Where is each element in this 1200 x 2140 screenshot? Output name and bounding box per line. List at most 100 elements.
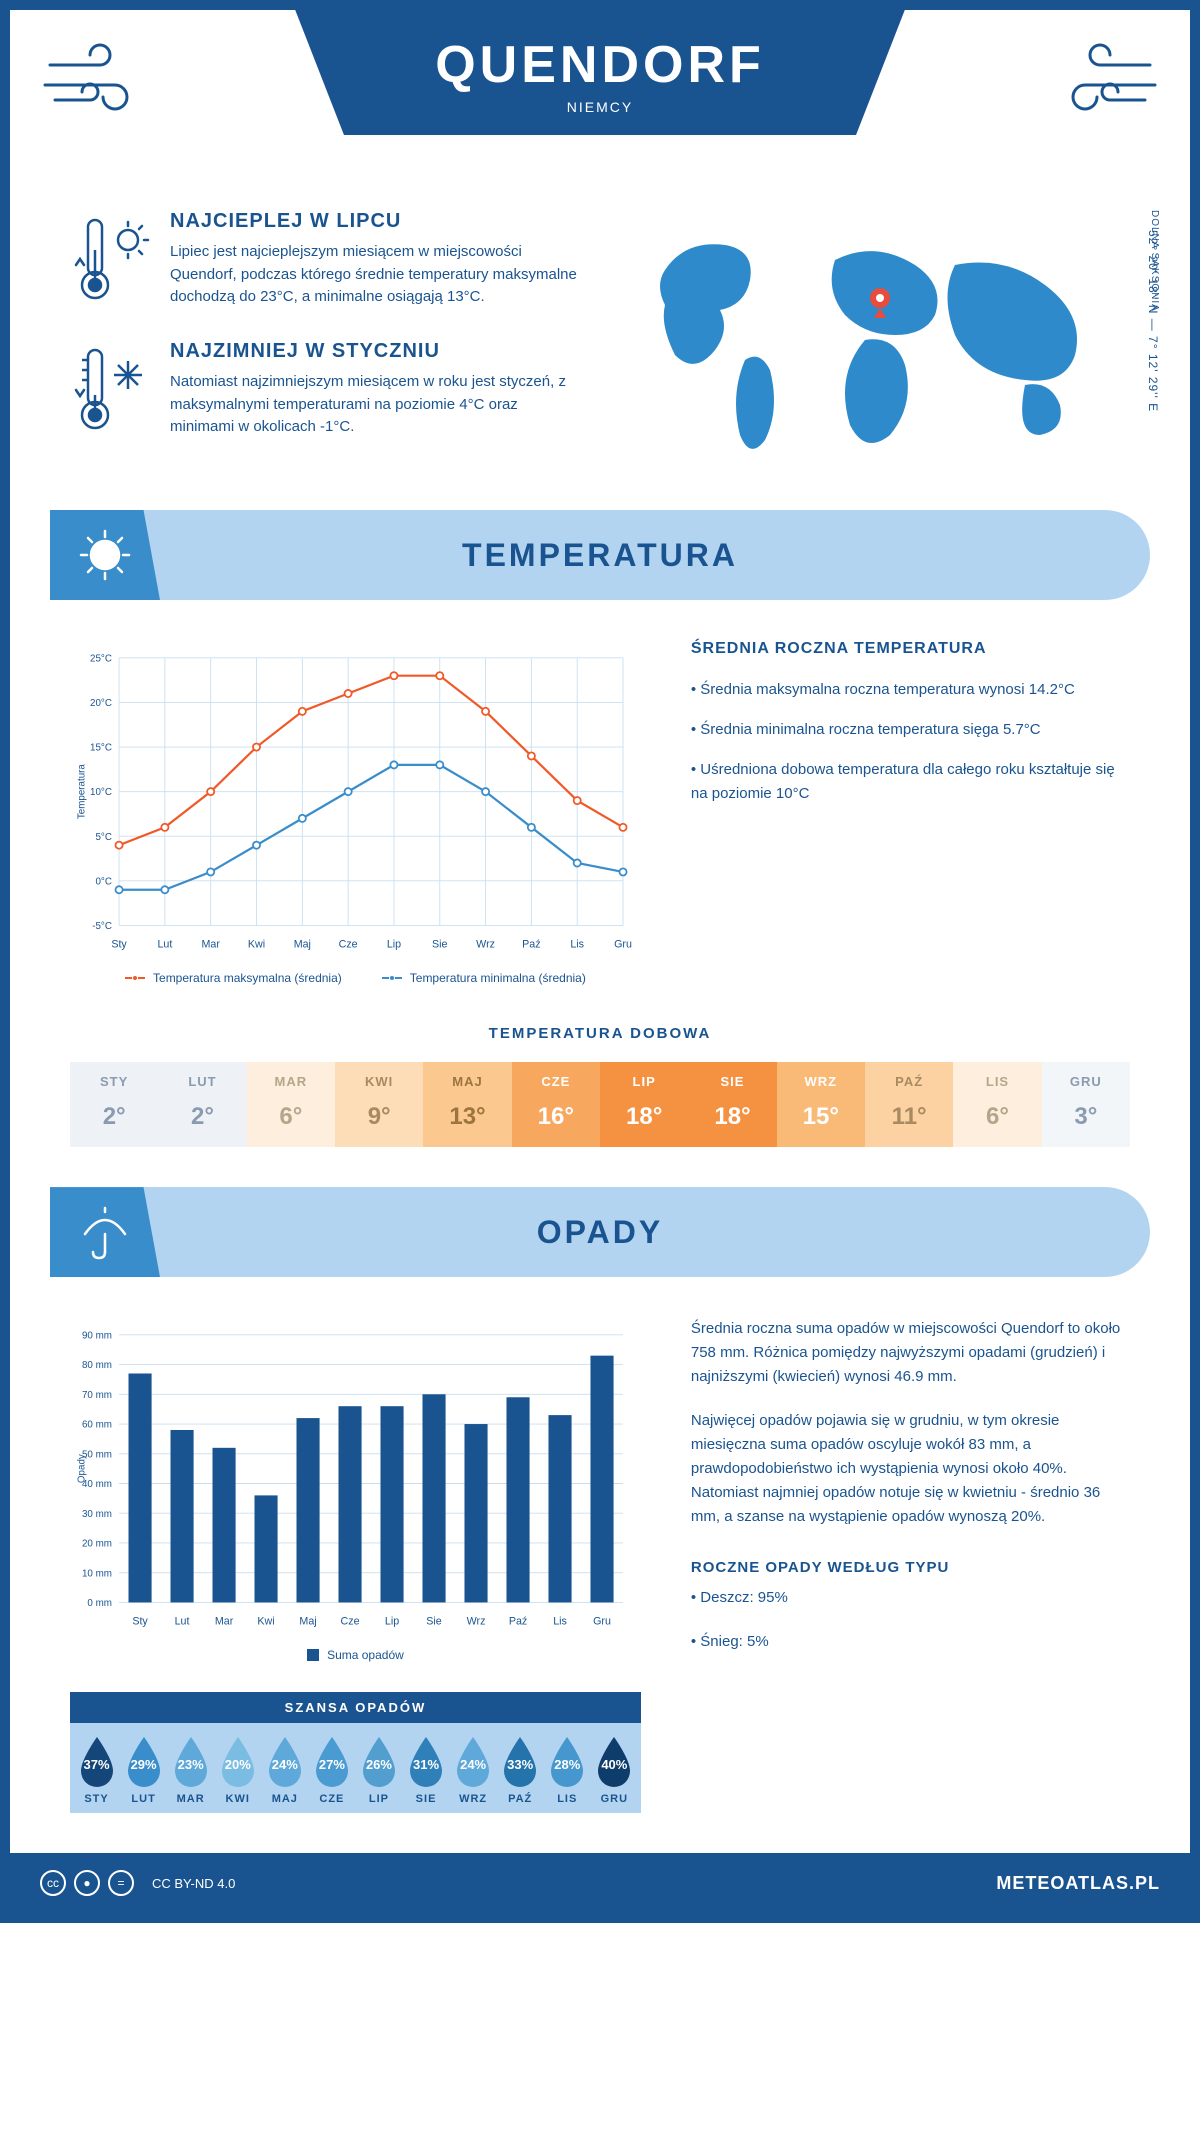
rain-drop-month: KWI	[215, 1793, 260, 1805]
rain-drop-cell: 26% LIP	[356, 1733, 401, 1805]
raindrop-icon: 29%	[122, 1733, 166, 1787]
raindrop-icon: 23%	[169, 1733, 213, 1787]
summary-point: • Średnia minimalna roczna temperatura s…	[691, 718, 1130, 742]
city-name: QUENDORF	[435, 35, 765, 95]
svg-text:Lut: Lut	[175, 1616, 190, 1628]
svg-text:Paź: Paź	[522, 939, 540, 951]
rain-drop-month: CZE	[309, 1793, 354, 1805]
raindrop-icon: 40%	[592, 1733, 636, 1787]
svg-text:5°C: 5°C	[95, 832, 111, 843]
precipitation-text-column: Średnia roczna suma opadów w miejscowośc…	[691, 1317, 1130, 1813]
temp-cell-month: MAJ	[423, 1074, 511, 1089]
temp-cell-value: 11°	[865, 1103, 953, 1131]
coldest-text: Natomiast najzimniejszym miesiącem w rok…	[170, 371, 580, 439]
rain-drop-cell: 28% LIS	[545, 1733, 590, 1805]
legend-max-label: Temperatura maksymalna (średnia)	[153, 971, 342, 985]
temp-cell-month: SIE	[688, 1074, 776, 1089]
coordinates-label: 52° 20' 18'' N — 7° 12' 29'' E	[1146, 230, 1160, 412]
warmest-text: Lipiec jest najcieplejszym miesiącem w m…	[170, 241, 580, 309]
svg-text:Opady: Opady	[76, 1454, 87, 1483]
rain-drop-cell: 40% GRU	[592, 1733, 637, 1805]
rain-drop-percent: 29%	[131, 1757, 157, 1772]
svg-text:Lip: Lip	[385, 1616, 399, 1628]
rain-drop-percent: 24%	[460, 1757, 486, 1772]
svg-text:Paź: Paź	[509, 1616, 527, 1628]
rain-drop-percent: 26%	[366, 1757, 392, 1772]
rain-drop-cell: 29% LUT	[121, 1733, 166, 1805]
svg-text:70 mm: 70 mm	[82, 1390, 112, 1401]
thermometer-snowflake-icon	[70, 340, 150, 440]
svg-text:Kwi: Kwi	[257, 1616, 274, 1628]
license-block: cc ● = CC BY-ND 4.0	[40, 1870, 235, 1896]
svg-text:15°C: 15°C	[90, 743, 112, 754]
rain-drop-percent: 27%	[319, 1757, 345, 1772]
map-column: DOLNA SAKSONIA 52° 20' 18'' N — 7° 12' 2…	[620, 210, 1130, 470]
temp-cell-value: 6°	[953, 1103, 1041, 1131]
rain-drop-percent: 33%	[507, 1757, 533, 1772]
temp-cell-value: 16°	[512, 1103, 600, 1131]
rain-drop-month: WRZ	[451, 1793, 496, 1805]
rain-drop-cell: 24% WRZ	[451, 1733, 496, 1805]
temp-cell-month: PAŹ	[865, 1074, 953, 1089]
rain-chance-title: SZANSA OPADÓW	[70, 1692, 641, 1723]
raindrop-icon: 33%	[498, 1733, 542, 1787]
svg-text:Sie: Sie	[432, 939, 448, 951]
svg-text:Sie: Sie	[426, 1616, 442, 1628]
raindrop-icon: 24%	[263, 1733, 307, 1787]
svg-text:Kwi: Kwi	[248, 939, 265, 951]
precip-type-item: • Deszcz: 95%	[691, 1586, 1130, 1610]
wind-icon	[40, 40, 160, 120]
raindrop-icon: 27%	[310, 1733, 354, 1787]
temp-cell: STY 2°	[70, 1062, 158, 1147]
warmest-title: NAJCIEPLEJ W LIPCU	[170, 210, 580, 233]
svg-text:Lis: Lis	[570, 939, 584, 951]
temp-cell: MAR 6°	[247, 1062, 335, 1147]
temp-cell-month: WRZ	[777, 1074, 865, 1089]
rain-drop-percent: 28%	[554, 1757, 580, 1772]
temperature-line-chart: -5°C0°C5°C10°C15°C20°C25°CStyLutMarKwiMa…	[70, 640, 641, 985]
wind-icon	[1040, 40, 1160, 120]
temperature-title: TEMPERATURA	[462, 537, 738, 574]
temp-cell: LIS 6°	[953, 1062, 1041, 1147]
raindrop-icon: 37%	[75, 1733, 119, 1787]
rain-chance-panel: SZANSA OPADÓW 37% STY 29% LUT 23% MAR 20…	[70, 1692, 641, 1813]
svg-text:25°C: 25°C	[90, 653, 112, 664]
raindrop-icon: 24%	[451, 1733, 495, 1787]
page-container: QUENDORF NIEMCY NAJCIEPLEJ W LIPCU Lipie…	[0, 0, 1200, 1923]
precip-text-1: Średnia roczna suma opadów w miejscowośc…	[691, 1317, 1130, 1389]
coldest-block: NAJZIMNIEJ W STYCZNIU Natomiast najzimni…	[70, 340, 580, 440]
warmest-block: NAJCIEPLEJ W LIPCU Lipiec jest najcieple…	[70, 210, 580, 310]
temp-cell-month: MAR	[247, 1074, 335, 1089]
temp-cell-month: KWI	[335, 1074, 423, 1089]
svg-text:Temperatura: Temperatura	[76, 764, 87, 820]
rain-drop-month: LIS	[545, 1793, 590, 1805]
svg-text:10 mm: 10 mm	[82, 1568, 112, 1579]
svg-text:10°C: 10°C	[90, 787, 112, 798]
temp-cell-month: LUT	[158, 1074, 246, 1089]
intro-section: NAJCIEPLEJ W LIPCU Lipiec jest najcieple…	[10, 190, 1190, 510]
svg-text:Lis: Lis	[553, 1616, 567, 1628]
temp-cell-value: 6°	[247, 1103, 335, 1131]
legend-min-label: Temperatura minimalna (średnia)	[410, 971, 586, 985]
rain-drop-month: STY	[74, 1793, 119, 1805]
temp-cell-value: 18°	[688, 1103, 776, 1131]
precipitation-bar-chart: 0 mm10 mm20 mm30 mm40 mm50 mm60 mm70 mm8…	[70, 1317, 641, 1638]
temp-cell-value: 9°	[335, 1103, 423, 1131]
precipitation-left-column: 0 mm10 mm20 mm30 mm40 mm50 mm60 mm70 mm8…	[70, 1317, 641, 1813]
precip-by-type-title: ROCZNE OPADY WEDŁUG TYPU	[691, 1559, 1130, 1576]
rain-drop-cell: 33% PAŹ	[498, 1733, 543, 1805]
rain-drop-percent: 31%	[413, 1757, 439, 1772]
summary-title: ŚREDNIA ROCZNA TEMPERATURA	[691, 640, 1130, 658]
rain-drop-cell: 31% SIE	[404, 1733, 449, 1805]
svg-text:20°C: 20°C	[90, 698, 112, 709]
svg-text:Wrz: Wrz	[476, 939, 495, 951]
summary-point: • Średnia maksymalna roczna temperatura …	[691, 678, 1130, 702]
rain-drop-cell: 27% CZE	[309, 1733, 354, 1805]
svg-text:90 mm: 90 mm	[82, 1331, 112, 1342]
temp-cell-value: 13°	[423, 1103, 511, 1131]
svg-text:30 mm: 30 mm	[82, 1509, 112, 1520]
umbrella-icon	[50, 1187, 160, 1277]
svg-text:Cze: Cze	[341, 1616, 360, 1628]
temp-cell-value: 2°	[70, 1103, 158, 1131]
svg-text:60 mm: 60 mm	[82, 1420, 112, 1431]
